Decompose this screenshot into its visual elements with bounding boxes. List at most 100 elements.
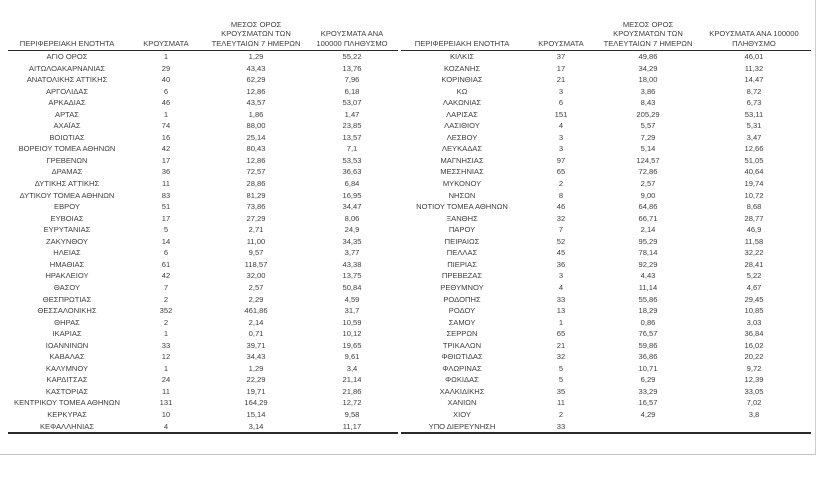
col-header-cases: ΚΡΟΥΣΜΑΤΑ bbox=[523, 20, 599, 51]
region-cell: ΝΗΣΩΝ bbox=[448, 190, 476, 200]
region-cell: ΔΥΤΙΚΗΣ ΑΤΤΙΚΗΣ bbox=[34, 179, 100, 189]
region-cell: ΚΟΡΙΝΘΙΑΣ bbox=[441, 75, 483, 85]
cases-cell: 8 bbox=[558, 190, 564, 200]
region-cell: ΧΑΝΙΩΝ bbox=[447, 398, 477, 408]
table-row: ΡΟΔΟΠΗΣ 33 55,86 29,45 bbox=[401, 293, 811, 305]
avg7-cell: 27,29 bbox=[246, 213, 266, 223]
per100k-cell: 19,65 bbox=[342, 340, 362, 350]
cases-cell: 17 bbox=[556, 63, 566, 73]
region-cell: ΔΥΤΙΚΟΥ ΤΟΜΕΑ ΑΘΗΝΩΝ bbox=[19, 190, 115, 200]
avg7-cell: 2,14 bbox=[640, 225, 656, 235]
per100k-cell: 53,11 bbox=[744, 109, 764, 119]
region-cell: ΑΙΤΩΛΟΑΚΑΡΝΑΝΙΑΣ bbox=[28, 63, 106, 73]
table-row: ΚΕΦΑΛΛΗΝΙΑΣ 4 3,14 11,17 bbox=[8, 420, 398, 433]
per100k-cell: 34,47 bbox=[342, 202, 362, 212]
per100k-cell: 8,72 bbox=[746, 86, 762, 96]
table-body: ΚΙΛΚΙΣ 37 49,86 46,01 ΚΟΖΑΝΗΣ 17 34,29 11,32 ΚΟΡ… bbox=[401, 50, 811, 433]
cases-cell: 65 bbox=[556, 167, 566, 177]
region-cell: ΛΕΣΒΟΥ bbox=[446, 132, 478, 142]
cases-cell: 21 bbox=[556, 75, 566, 85]
avg7-cell: 15,14 bbox=[246, 409, 266, 419]
per100k-cell: 28,41 bbox=[744, 259, 764, 269]
per100k-cell: 14,47 bbox=[744, 75, 764, 85]
per100k-cell: 51,05 bbox=[744, 155, 764, 165]
per100k-cell: 6,73 bbox=[746, 98, 762, 108]
table-row: ΔΥΤΙΚΗΣ ΑΤΤΙΚΗΣ 11 28,86 6,84 bbox=[8, 178, 398, 190]
region-cell: ΣΑΜΟΥ bbox=[448, 317, 476, 327]
region-cell: ΖΑΚΥΝΘΟΥ bbox=[46, 236, 88, 246]
cases-cell: 1 bbox=[558, 317, 564, 327]
table-row: ΚΕΡΚΥΡΑΣ 10 15,14 9,58 bbox=[8, 409, 398, 421]
avg7-cell: 28,86 bbox=[246, 179, 266, 189]
cases-cell: 2 bbox=[163, 294, 169, 304]
region-cell: ΔΡΑΜΑΣ bbox=[51, 167, 83, 177]
cases-cell: 3 bbox=[558, 271, 564, 281]
region-cell: ΡΕΘΥΜΝΟΥ bbox=[440, 282, 484, 292]
cases-cell: 16 bbox=[161, 132, 171, 142]
cases-cell: 1 bbox=[163, 329, 169, 339]
region-cell: ΜΑΓΝΗΣΙΑΣ bbox=[440, 155, 484, 165]
table-row: ΣΑΜΟΥ 1 0,86 3,03 bbox=[401, 316, 811, 328]
cases-cell: 52 bbox=[556, 236, 566, 246]
avg7-cell: 43,57 bbox=[246, 98, 266, 108]
cases-cell: 7 bbox=[558, 225, 564, 235]
cases-cell: 61 bbox=[161, 259, 171, 269]
region-cell: ΑΡΤΑΣ bbox=[55, 109, 79, 119]
table-row: ΠΕΙΡΑΙΩΣ 52 95,29 11,58 bbox=[401, 236, 811, 248]
region-cell: ΓΡΕΒΕΝΩΝ bbox=[46, 155, 88, 165]
region-cell: ΚΕΝΤΡΙΚΟΥ ΤΟΜΕΑ ΑΘΗΝΩΝ bbox=[14, 398, 120, 408]
cases-cell: 14 bbox=[161, 236, 171, 246]
avg7-cell: 76,57 bbox=[638, 329, 658, 339]
avg7-cell: 36,86 bbox=[638, 352, 658, 362]
avg7-cell: 124,57 bbox=[636, 155, 660, 165]
table-row: ΧΙΟΥ 2 4,29 3,8 bbox=[401, 409, 811, 421]
avg7-cell: 72,57 bbox=[246, 167, 266, 177]
cases-cell: 6 bbox=[163, 86, 169, 96]
per100k-cell: 16,95 bbox=[342, 190, 362, 200]
region-cell: ΑΧΑΪΑΣ bbox=[53, 121, 81, 131]
cases-cell: 97 bbox=[556, 155, 566, 165]
table-row: ΦΛΩΡΙΝΑΣ 5 10,71 9,72 bbox=[401, 363, 811, 375]
region-cell: ΕΥΒΟΙΑΣ bbox=[50, 213, 84, 223]
col-header-region: ΠΕΡΙΦΕΡΕΙΑΚΗ ΕΝΟΤΗΤΑ bbox=[8, 20, 126, 51]
avg7-cell: 43,43 bbox=[246, 63, 266, 73]
per100k-cell: 53,53 bbox=[342, 155, 362, 165]
table-row: ΒΟΡΕΙΟΥ ΤΟΜΕΑ ΑΘΗΝΩΝ 42 80,43 7,1 bbox=[8, 143, 398, 155]
avg7-cell: 62,29 bbox=[246, 75, 266, 85]
per100k-cell: 21,86 bbox=[342, 386, 362, 396]
cases-cell: 352 bbox=[159, 306, 173, 316]
cases-cell: 131 bbox=[159, 398, 173, 408]
table-row: ΝΗΣΩΝ 8 9,00 10,72 bbox=[401, 189, 811, 201]
table-row: ΚΑΒΑΛΑΣ 12 34,43 9,61 bbox=[8, 351, 398, 363]
cases-cell: 1 bbox=[163, 363, 169, 373]
per100k-cell: 4,59 bbox=[344, 294, 360, 304]
region-cell: ΘΗΡΑΣ bbox=[54, 317, 80, 327]
table-row: ΛΕΥΚΑΔΑΣ 3 5,14 12,66 bbox=[401, 143, 811, 155]
avg7-cell: 2,71 bbox=[248, 225, 264, 235]
table-row: ΑΡΚΑΔΙΑΣ 46 43,57 53,07 bbox=[8, 97, 398, 109]
cases-cell: 6 bbox=[163, 248, 169, 258]
table-row: ΧΑΛΚΙΔΙΚΗΣ 35 33,29 33,05 bbox=[401, 386, 811, 398]
avg7-cell: 3,14 bbox=[248, 421, 264, 431]
region-cell: ΠΑΡΟΥ bbox=[448, 225, 476, 235]
cases-cell: 4 bbox=[558, 121, 564, 131]
table-row: ΘΑΣΟΥ 7 2,57 50,84 bbox=[8, 282, 398, 294]
avg7-cell: 16,57 bbox=[638, 398, 658, 408]
cases-cell: 2 bbox=[163, 317, 169, 327]
per100k-cell: 16,02 bbox=[744, 340, 764, 350]
per100k-cell: 12,66 bbox=[744, 144, 764, 154]
region-cell: ΕΥΡΥΤΑΝΙΑΣ bbox=[43, 225, 91, 235]
header-row: ΠΕΡΙΦΕΡΕΙΑΚΗ ΕΝΟΤΗΤΑ ΚΡΟΥΣΜΑΤΑ ΜΕΣΟΣ ΟΡΟ… bbox=[401, 20, 811, 51]
cases-cell: 17 bbox=[161, 213, 171, 223]
per100k-cell bbox=[697, 420, 811, 433]
col-header-avg7: ΜΕΣΟΣ ΟΡΟΣ ΚΡΟΥΣΜΑΤΩΝ ΤΩΝ ΤΕΛΕΥΤΑΙΩΝ 7 Η… bbox=[599, 20, 697, 51]
cases-cell: 12 bbox=[161, 352, 171, 362]
cases-cell: 24 bbox=[161, 375, 171, 385]
table-row: ΚΑΛΥΜΝΟΥ 1 1,29 3,4 bbox=[8, 363, 398, 375]
avg7-cell: 4,43 bbox=[640, 271, 656, 281]
per100k-cell: 3,4 bbox=[346, 363, 358, 373]
table-header: ΠΕΡΙΦΕΡΕΙΑΚΗ ΕΝΟΤΗΤΑ ΚΡΟΥΣΜΑΤΑ ΜΕΣΟΣ ΟΡΟ… bbox=[8, 20, 398, 51]
avg7-cell: 118,57 bbox=[244, 259, 268, 269]
region-cell: ΝΟΤΙΟΥ ΤΟΜΕΑ ΑΘΗΝΩΝ bbox=[416, 202, 508, 212]
col-header-cases: ΚΡΟΥΣΜΑΤΑ bbox=[126, 20, 206, 51]
